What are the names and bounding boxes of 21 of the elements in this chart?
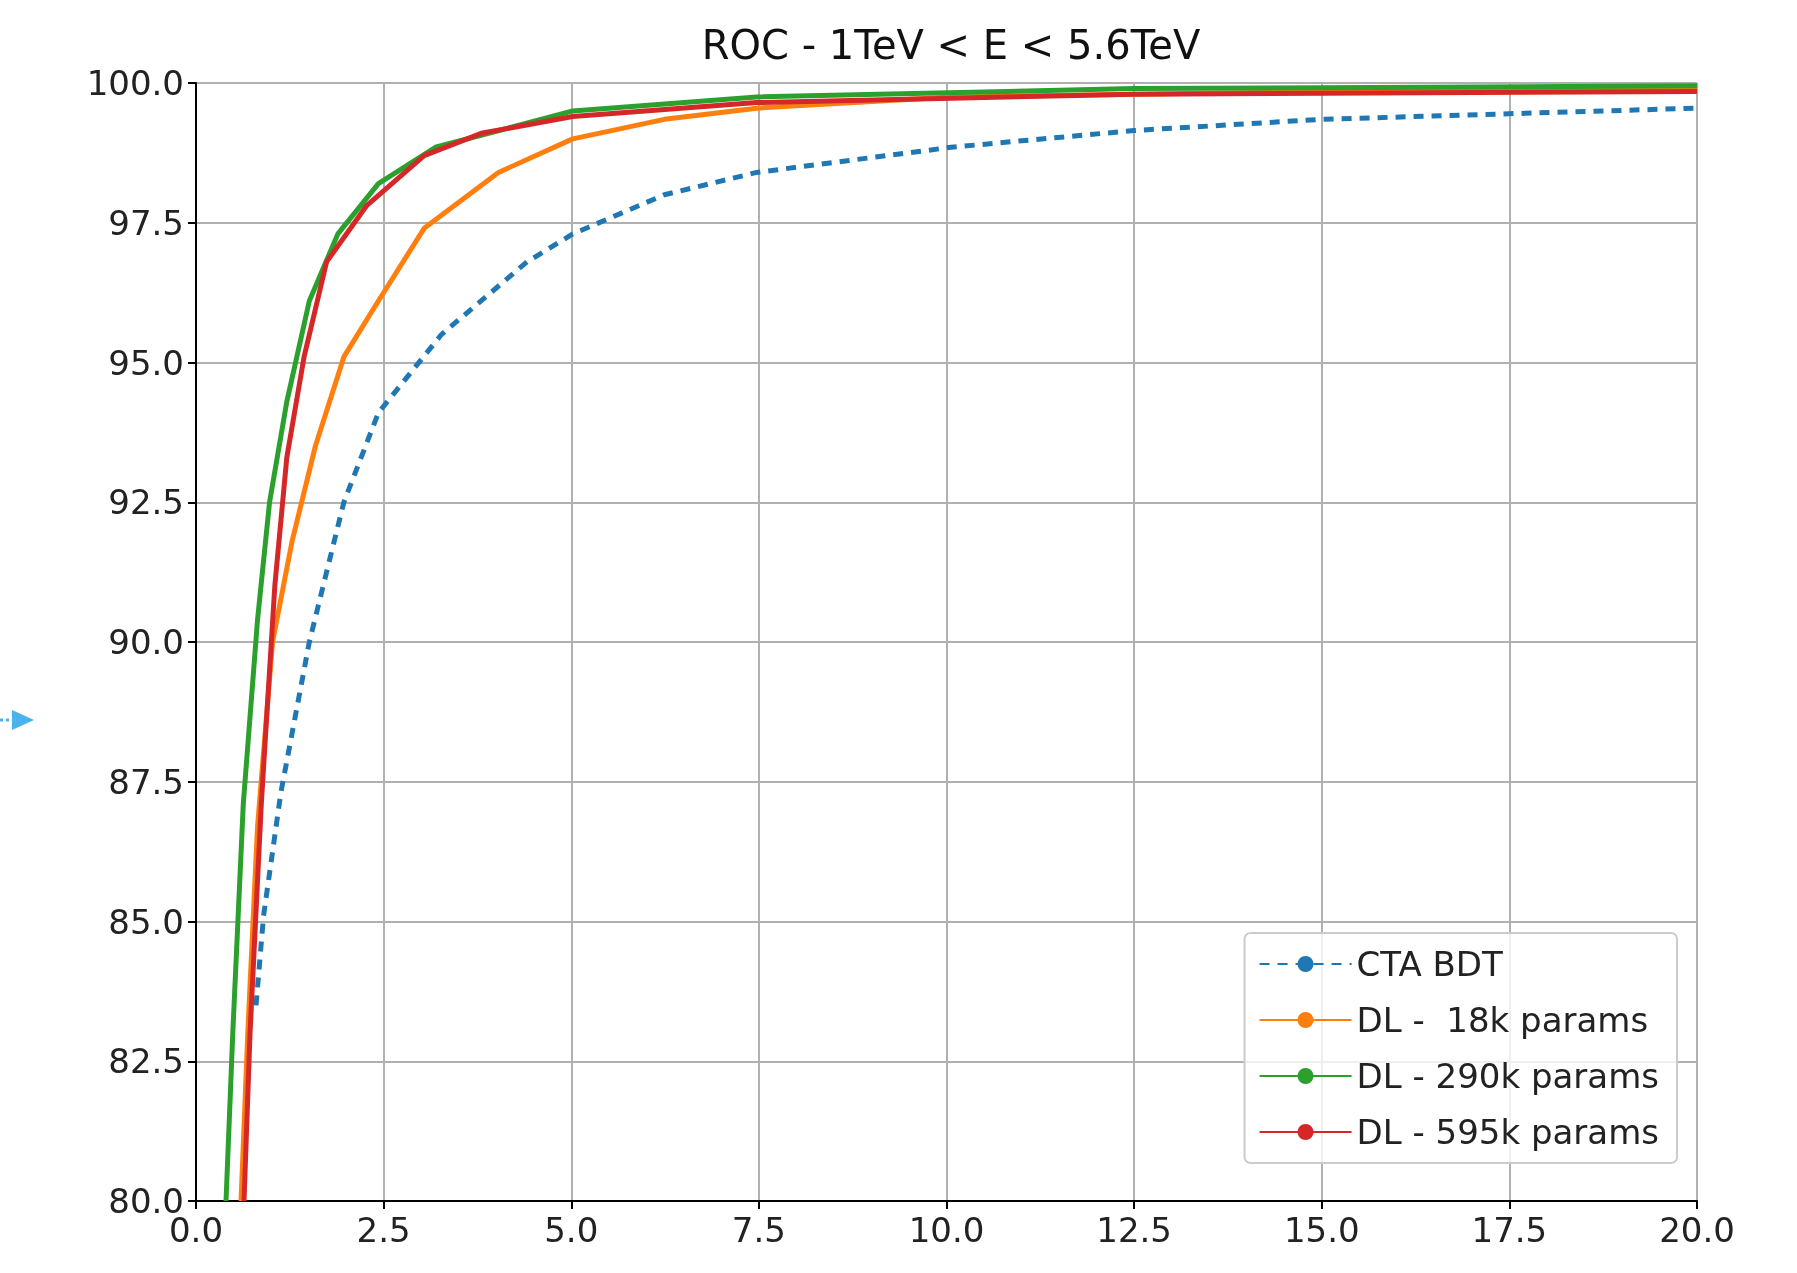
legend-label: DL - 18k params — [1356, 1000, 1649, 1040]
y-tick-label: 97.5 — [108, 202, 184, 243]
x-tick-label: 20.0 — [1659, 1210, 1735, 1250]
y-tick-label: 95.0 — [108, 342, 184, 383]
y-tick-label: 82.5 — [108, 1041, 184, 1082]
y-tick-label: 87.5 — [108, 761, 184, 802]
legend-label: DL - 595k params — [1356, 1112, 1659, 1152]
y-tick-label: 85.0 — [108, 901, 184, 942]
legend-label: DL - 290k params — [1356, 1056, 1659, 1096]
y-tick-label: 90.0 — [108, 622, 184, 662]
x-tick-label: 5.0 — [544, 1210, 599, 1250]
x-tick-label: 2.5 — [356, 1210, 411, 1250]
x-tick-label: 12.5 — [1096, 1210, 1172, 1250]
x-tick-label: 10.0 — [908, 1210, 985, 1250]
chart-title: ROC - 1TeV < E < 5.6TeV — [701, 22, 1201, 68]
x-tick-label: 17.5 — [1471, 1210, 1548, 1250]
y-tick-label: 100.0 — [86, 63, 184, 103]
x-tick-label: 7.5 — [731, 1210, 786, 1250]
y-tick-label: 92.5 — [108, 482, 184, 523]
x-tick-label: 15.0 — [1283, 1210, 1360, 1250]
legend-label: CTA BDT — [1356, 944, 1503, 984]
